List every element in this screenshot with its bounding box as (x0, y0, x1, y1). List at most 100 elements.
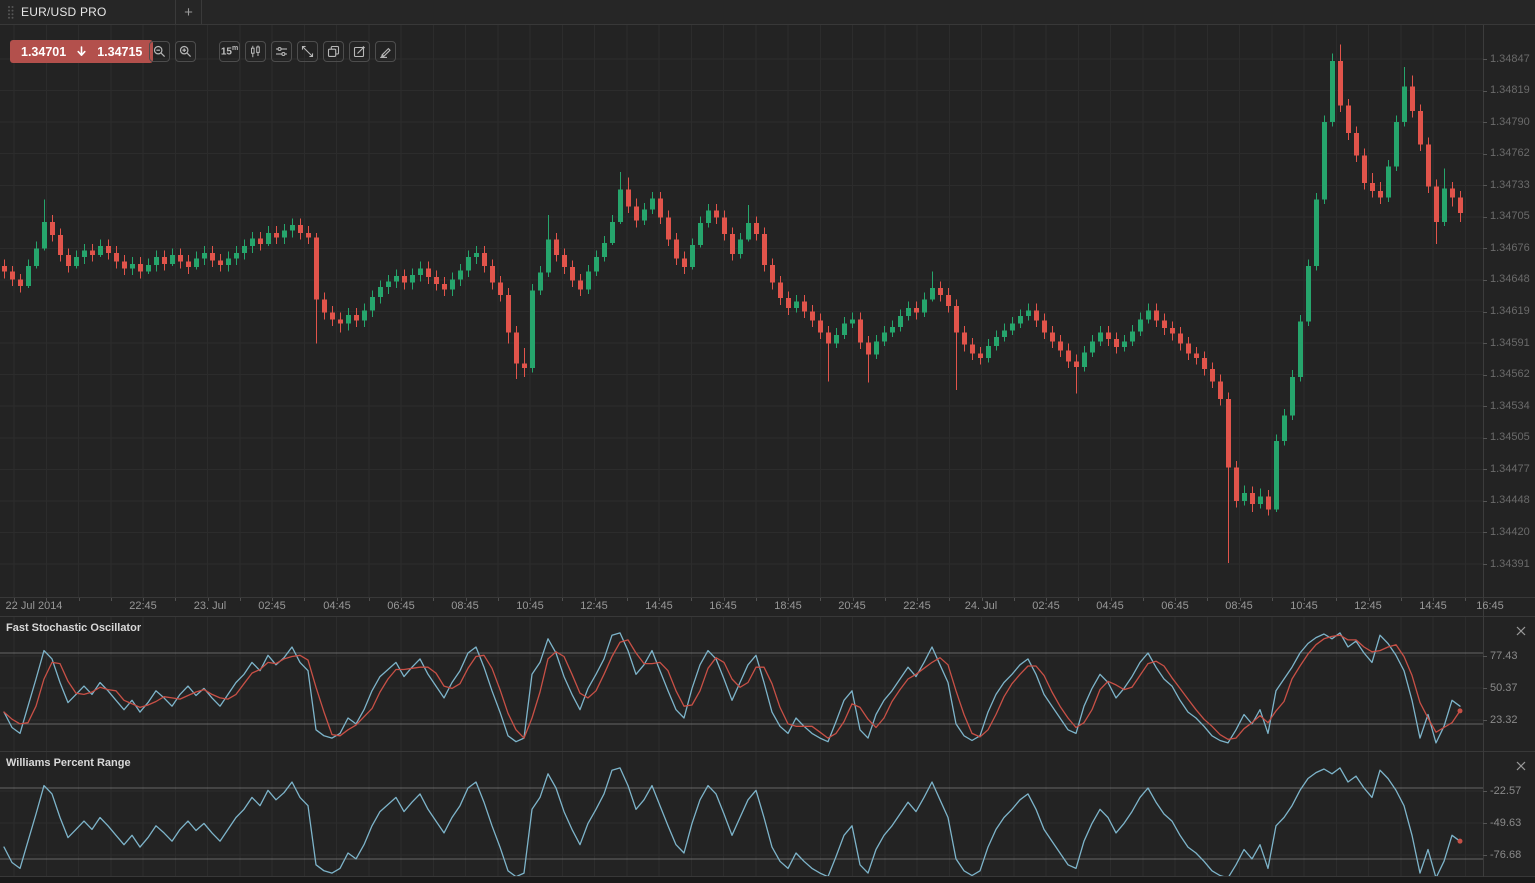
ask-price[interactable]: 1.34715 (97, 44, 143, 59)
time-axis-tick (1175, 598, 1176, 601)
time-axis-tick (111, 598, 112, 601)
time-axis-tick (240, 598, 241, 601)
time-axis-tick (1240, 598, 1241, 601)
time-axis-tick (433, 598, 434, 601)
time-axis-tick (498, 598, 499, 601)
price-axis-label: 1.34790 (1490, 115, 1530, 128)
time-axis-label: 08:45 (1225, 600, 1253, 612)
time-axis-tick (853, 598, 854, 601)
layers-icon (327, 45, 340, 57)
bid-price[interactable]: 1.34701 (21, 44, 67, 59)
time-axis-tick (1272, 598, 1273, 601)
time-axis-tick (1465, 598, 1466, 601)
marker-pen-icon (380, 47, 391, 58)
indicator-axis-label: 23.32 (1490, 713, 1518, 726)
close-williams-button[interactable] (1513, 758, 1529, 774)
time-axis-label: 10:45 (1290, 600, 1318, 612)
price-axis-label: 1.34619 (1490, 305, 1530, 317)
price-axis-label: 1.34819 (1490, 84, 1530, 97)
indicator-axis-label: 77.43 (1490, 649, 1518, 662)
quote-ticker[interactable]: 1.34701 1.34715 (10, 40, 154, 63)
time-axis-tick (820, 598, 821, 601)
price-axis-label: 1.34391 (1490, 557, 1530, 570)
time-axis-label: 22:45 (129, 600, 157, 612)
zoom-out-button[interactable] (149, 41, 170, 62)
edit-icon (353, 46, 365, 58)
time-axis-tick (788, 598, 789, 601)
price-axis-label: 1.34733 (1490, 178, 1530, 191)
price-axis-label: 1.34847 (1490, 52, 1530, 65)
close-icon (1516, 761, 1526, 771)
williams-percent-range-panel[interactable] (0, 752, 1483, 876)
zoom-in-button[interactable] (175, 41, 196, 62)
sliders-icon (276, 46, 287, 57)
time-axis-label: 22:45 (903, 600, 931, 612)
time-axis-tick (14, 598, 15, 601)
new-tab-button[interactable]: + (176, 0, 202, 24)
time-axis-label: 02:45 (1032, 600, 1060, 612)
price-axis-label: 1.34448 (1490, 494, 1530, 507)
time-axis-label: 14:45 (1419, 600, 1447, 612)
time-axis-label: 04:45 (1096, 600, 1124, 612)
price-axis-label: 1.34762 (1490, 147, 1530, 160)
bottom-strip (0, 877, 1535, 883)
time-axis-label: 02:45 (258, 600, 286, 612)
time-axis-label: 16:45 (1476, 600, 1504, 612)
time-axis-tick (208, 598, 209, 601)
time-axis-label: 16:45 (709, 600, 737, 612)
drag-handle-icon[interactable] (6, 4, 15, 20)
time-axis-tick (1014, 598, 1015, 601)
time-axis-label: 04:45 (323, 600, 351, 612)
draw-button[interactable] (375, 41, 396, 62)
time-axis-tick (756, 598, 757, 601)
price-axis-label: 1.34562 (1490, 368, 1530, 381)
price-axis-border[interactable] (1483, 25, 1484, 877)
close-icon (1516, 626, 1526, 636)
time-axis-tick (917, 598, 918, 601)
time-axis-tick (1369, 598, 1370, 601)
tab-title: EUR/USD PRO (21, 5, 107, 19)
price-axis-label: 1.34534 (1490, 399, 1530, 412)
close-stochastic-button[interactable] (1513, 623, 1529, 639)
time-axis-label: 08:45 (451, 600, 479, 612)
time-axis-label: 12:45 (1354, 600, 1382, 612)
time-axis-tick (79, 598, 80, 601)
time-axis-tick (175, 598, 176, 601)
price-axis-label: 1.34591 (1490, 336, 1530, 349)
indicator-axis-label: -49.63 (1490, 816, 1522, 829)
layers-button[interactable] (323, 41, 344, 62)
indicator-settings-button[interactable] (271, 41, 292, 62)
time-axis-tick (530, 598, 531, 601)
price-axis-label: 1.34477 (1490, 462, 1530, 475)
expand-button[interactable] (297, 41, 318, 62)
time-axis-tick (627, 598, 628, 601)
time-axis-tick (466, 598, 467, 601)
indicator-axis-label: -22.57 (1490, 784, 1522, 797)
time-axis-tick (595, 598, 596, 601)
candlestick-chart[interactable] (0, 25, 1483, 597)
time-axis-tick (659, 598, 660, 601)
tab-eurusd-pro[interactable]: EUR/USD PRO (0, 0, 176, 24)
price-axis-label: 1.34505 (1490, 431, 1530, 444)
chart-type-button[interactable] (245, 41, 266, 62)
time-axis-tick (1078, 598, 1079, 601)
price-axis-label: 1.34676 (1490, 241, 1530, 254)
time-axis-bottom-border (0, 616, 1535, 617)
time-axis-tick (691, 598, 692, 601)
time-axis-tick (1304, 598, 1305, 601)
fast-stochastic-panel[interactable] (0, 617, 1483, 751)
time-axis-label: 12:45 (580, 600, 608, 612)
timeframe-button[interactable]: 15m (219, 41, 240, 62)
toolbar-spacer (201, 41, 214, 62)
time-axis-tick (304, 598, 305, 601)
time-axis-label: 20:45 (838, 600, 866, 612)
price-axis-label: 1.34420 (1490, 525, 1530, 538)
expand-icon (301, 45, 314, 58)
zoom-out-icon (153, 45, 166, 58)
time-axis-tick (369, 598, 370, 601)
time-axis-tick (885, 598, 886, 601)
time-axis-label: 06:45 (387, 600, 415, 612)
edit-button[interactable] (349, 41, 370, 62)
time-axis-label: 24. Jul (964, 600, 998, 612)
